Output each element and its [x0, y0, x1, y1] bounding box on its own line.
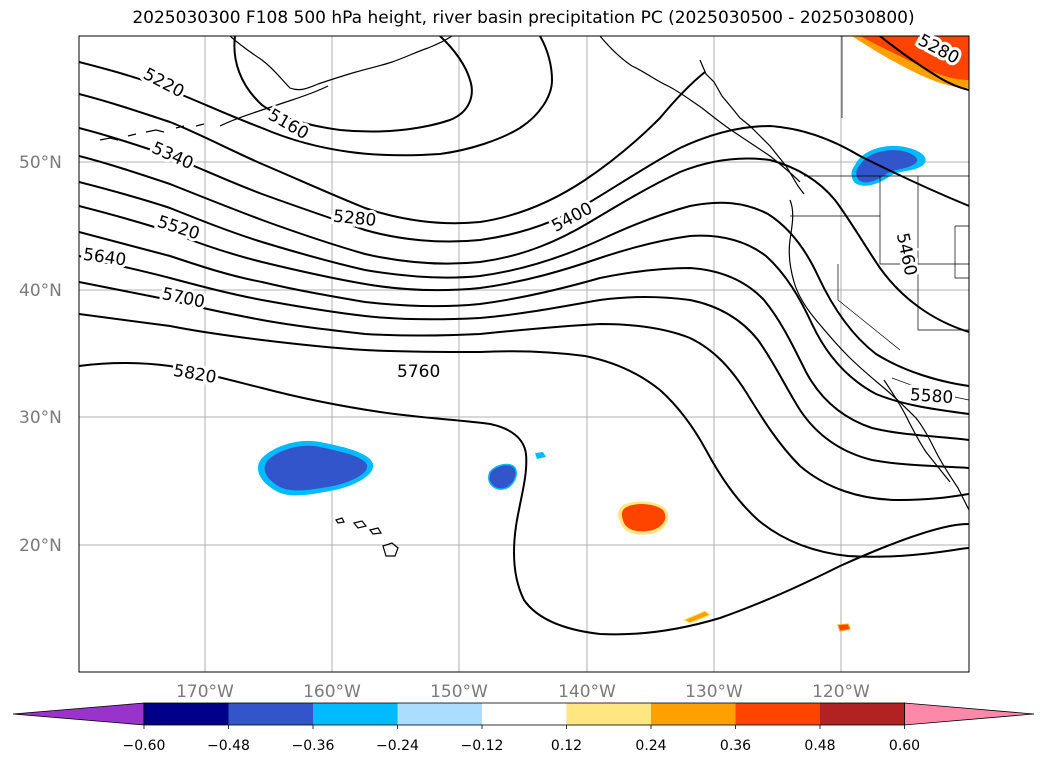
- colorbar-segment: [144, 703, 229, 725]
- us-west-coast: [788, 199, 969, 511]
- borders: [790, 36, 969, 401]
- precip-anomalies: [257, 36, 969, 632]
- colorbar-tick-label: 0.24: [635, 738, 666, 754]
- border-us-mexico: [891, 377, 969, 401]
- colorbar-segment: [566, 703, 651, 725]
- contour-5400: [79, 155, 969, 333]
- lon-label: 160°W: [303, 682, 361, 702]
- contour-5340: [79, 124, 969, 243]
- lat-label: 40°N: [19, 281, 62, 301]
- map-title: 2025030300 F108 500 hPa height, river ba…: [132, 8, 915, 28]
- contour-5760: [79, 313, 969, 558]
- anomaly-negative-pacific-nw-core: [856, 150, 918, 183]
- contour-label: 5760: [397, 362, 440, 382]
- aleutians: [99, 123, 205, 141]
- lat-label: 50°N: [19, 153, 62, 173]
- map-background: [79, 36, 969, 672]
- lon-label: 130°W: [685, 682, 743, 702]
- colorbar-tick-label: −0.36: [292, 738, 335, 754]
- anomaly-positive-dot: [837, 623, 851, 632]
- contour-5520: [79, 205, 969, 415]
- lat-labels: 50°N 40°N 30°N 20°N: [19, 153, 62, 556]
- map-frame: [78, 35, 970, 673]
- contour-5700: [79, 281, 969, 502]
- contour-5820: [79, 362, 969, 636]
- contour-5640: [79, 255, 969, 469]
- colorbar-tick-label: 0.48: [804, 738, 835, 754]
- colorbar-segment: [482, 703, 567, 725]
- height-contours: [79, 36, 969, 636]
- border-states-2: [879, 176, 969, 331]
- colorbar-outline: [143, 702, 905, 726]
- colorbar-segment: [397, 703, 482, 725]
- lon-label: 120°W: [812, 682, 870, 702]
- anomaly-positive-north-core: [860, 36, 969, 80]
- colorbar-tick-label: −0.12: [461, 738, 504, 754]
- contour-5460: [79, 181, 969, 387]
- border-states-1: [790, 215, 969, 265]
- alaska-coast: [229, 36, 453, 91]
- lon-label: 170°W: [176, 682, 234, 702]
- lat-label: 20°N: [19, 536, 62, 556]
- colorbar-extend-right: [904, 702, 1035, 726]
- colorbar-segment: [651, 703, 736, 725]
- gulf-alaska-coast: [599, 36, 801, 183]
- colorbar-segment: [735, 703, 820, 725]
- anomaly-negative-small: [488, 463, 517, 490]
- anomaly-negative-tiny: [535, 452, 546, 459]
- contour-5580: [79, 231, 969, 441]
- hawaii-islands: [335, 517, 399, 557]
- border-states-3: [837, 264, 901, 351]
- colorbar-tick-label: 0.36: [720, 738, 751, 754]
- colorbar-tick-label: −0.24: [376, 738, 419, 754]
- colorbar-tick-label: 0.12: [551, 738, 582, 754]
- colorbar-segment: [313, 703, 398, 725]
- lat-label: 30°N: [19, 408, 62, 428]
- anomaly-positive-subtropical-core: [621, 504, 666, 532]
- lon-label: 150°W: [430, 682, 488, 702]
- lon-labels: 170°W 160°W 150°W 140°W 130°W 120°W: [176, 682, 870, 702]
- coastlines: [99, 36, 969, 557]
- anomaly-negative-hawaii-core: [264, 445, 368, 491]
- colorbar-segment: [228, 703, 313, 725]
- border-states-4: [954, 225, 969, 279]
- colorbar-tick-label: −0.48: [207, 738, 250, 754]
- colorbar-segment: [820, 703, 905, 725]
- colorbar-tick-label: −0.60: [123, 738, 166, 754]
- lon-label: 140°W: [558, 682, 616, 702]
- contour-5280-ne: [879, 36, 969, 91]
- colorbar-extend-left: [12, 702, 145, 726]
- bc-coast: [699, 59, 805, 195]
- contour-5280: [79, 71, 706, 225]
- colorbar-tick-label: 0.60: [889, 738, 920, 754]
- contour-5220: [79, 36, 554, 157]
- anomaly-positive-strip: [682, 610, 711, 624]
- colorbar-ticks: [143, 725, 905, 729]
- contour-label: 5580: [909, 385, 954, 408]
- colorbar: −0.60 −0.48 −0.36 −0.24 −0.12 0.12 0.24 …: [12, 702, 1035, 754]
- contour-5160-low: [233, 36, 473, 133]
